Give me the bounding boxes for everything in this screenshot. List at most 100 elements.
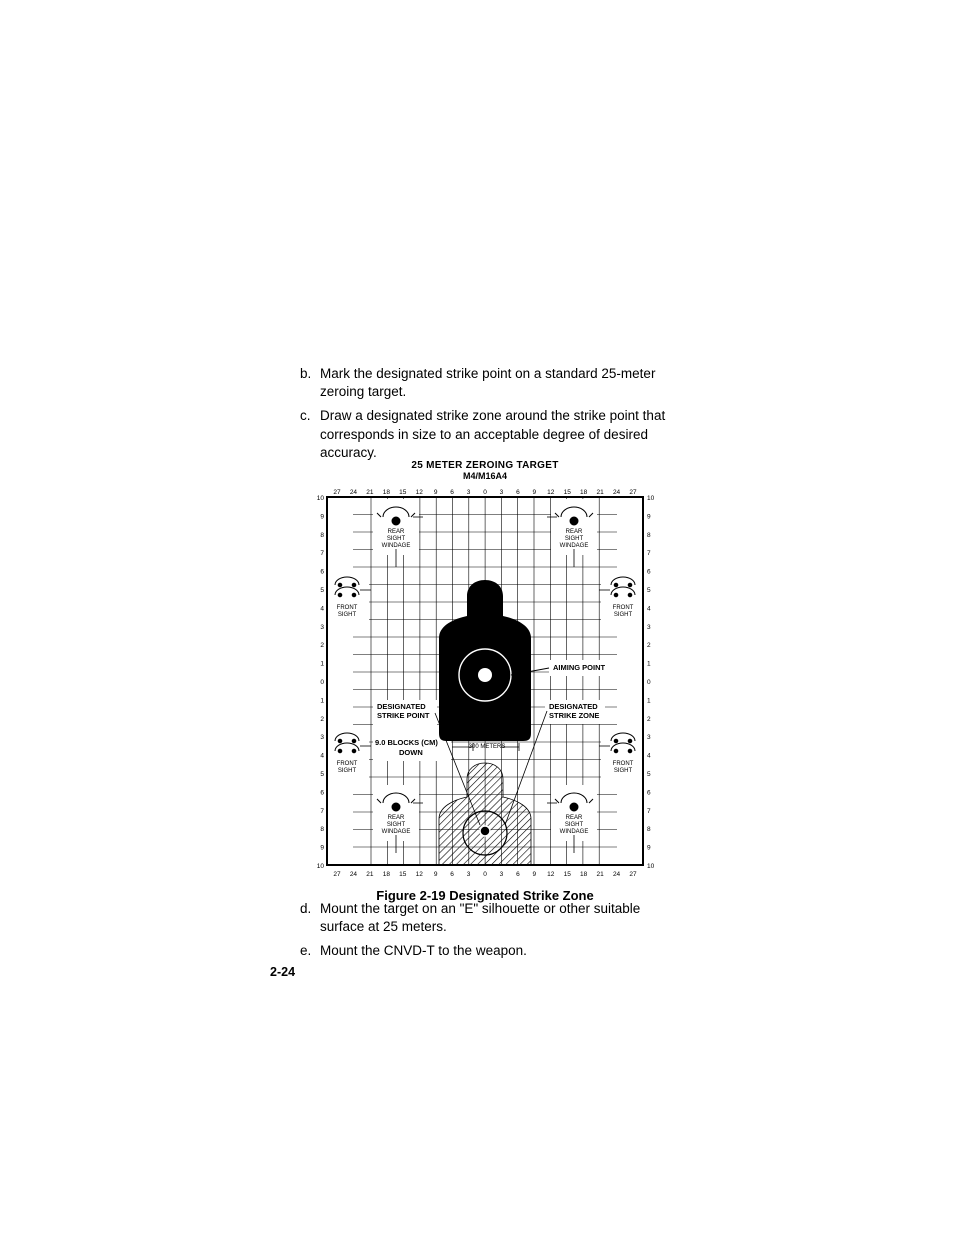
svg-text:6: 6 [320,789,324,796]
svg-text:10: 10 [647,495,655,502]
svg-text:7: 7 [320,550,324,557]
svg-text:2: 2 [647,716,651,723]
svg-text:15: 15 [564,489,572,496]
svg-text:SIGHT: SIGHT [338,768,357,774]
svg-text:DESIGNATED: DESIGNATED [549,702,598,711]
list-item-b: b. Mark the designated strike point on a… [300,365,670,401]
svg-text:3: 3 [467,489,471,496]
svg-text:STRIKE ZONE: STRIKE ZONE [549,711,599,720]
svg-text:1: 1 [320,697,324,704]
svg-text:18: 18 [580,871,588,878]
svg-text:15: 15 [399,489,407,496]
svg-text:24: 24 [350,871,358,878]
svg-text:SIGHT: SIGHT [338,612,357,618]
svg-text:12: 12 [416,871,424,878]
figure-title: 25 METER ZEROING TARGET [300,460,670,471]
svg-text:5: 5 [647,587,651,594]
svg-text:0: 0 [483,489,487,496]
svg-text:WINDAGE: WINDAGE [560,543,589,549]
svg-text:REAR: REAR [566,529,583,535]
svg-text:3: 3 [647,624,651,631]
svg-text:24: 24 [613,871,621,878]
svg-text:FRONT: FRONT [613,605,634,611]
svg-text:27: 27 [333,871,341,878]
svg-text:WINDAGE: WINDAGE [382,543,411,549]
svg-text:AIMING POINT: AIMING POINT [553,663,606,672]
svg-text:0: 0 [483,871,487,878]
svg-text:FRONT: FRONT [337,761,358,767]
svg-text:REAR: REAR [388,815,405,821]
svg-text:21: 21 [366,489,374,496]
svg-text:12: 12 [547,871,555,878]
svg-text:6: 6 [450,489,454,496]
svg-text:1: 1 [647,661,651,668]
svg-text:8: 8 [647,826,651,833]
svg-text:REAR: REAR [388,529,405,535]
svg-text:8: 8 [320,532,324,539]
svg-text:SIGHT: SIGHT [614,768,633,774]
svg-text:STRIKE POINT: STRIKE POINT [377,711,430,720]
svg-text:5: 5 [320,771,324,778]
svg-text:9: 9 [533,489,537,496]
svg-text:12: 12 [547,489,555,496]
svg-text:6: 6 [647,569,651,576]
lower-list: d. Mount the target on an "E" silhouette… [300,900,670,967]
svg-text:9: 9 [647,845,651,852]
svg-text:10: 10 [317,863,325,870]
upper-list: b. Mark the designated strike point on a… [300,365,670,468]
svg-text:300 METERS: 300 METERS [469,744,506,750]
svg-text:6: 6 [516,871,520,878]
list-text: Mount the CNVD-T to the weapon. [320,942,670,960]
svg-text:WINDAGE: WINDAGE [382,829,411,835]
list-letter: e. [300,942,320,960]
svg-text:DOWN: DOWN [399,748,423,757]
list-letter: c. [300,407,320,462]
svg-text:7: 7 [320,808,324,815]
svg-text:9: 9 [320,513,324,520]
svg-text:7: 7 [647,550,651,557]
svg-text:4: 4 [320,605,324,612]
svg-text:18: 18 [580,489,588,496]
svg-text:3: 3 [500,489,504,496]
svg-text:1: 1 [647,697,651,704]
svg-text:0: 0 [320,679,324,686]
svg-text:18: 18 [383,489,391,496]
svg-text:6: 6 [516,489,520,496]
svg-text:2: 2 [647,642,651,649]
svg-text:SIGHT: SIGHT [565,822,584,828]
svg-text:9: 9 [647,513,651,520]
svg-text:FRONT: FRONT [613,761,634,767]
svg-text:6: 6 [647,789,651,796]
page-number: 2-24 [270,965,295,979]
svg-text:9: 9 [434,489,438,496]
list-text: Mark the designated strike point on a st… [320,365,670,401]
svg-text:10: 10 [317,495,325,502]
svg-text:21: 21 [596,871,604,878]
svg-text:27: 27 [629,489,637,496]
svg-text:4: 4 [647,605,651,612]
zeroing-target-diagram: 2724211815129630369121518212427 27242118… [305,485,665,880]
list-letter: b. [300,365,320,401]
svg-text:27: 27 [333,489,341,496]
svg-text:2: 2 [320,642,324,649]
svg-text:10: 10 [647,863,655,870]
svg-text:15: 15 [399,871,407,878]
svg-text:3: 3 [467,871,471,878]
svg-text:24: 24 [350,489,358,496]
svg-text:1: 1 [320,661,324,668]
svg-text:5: 5 [320,587,324,594]
svg-text:8: 8 [320,826,324,833]
figure-subtitle: M4/M16A4 [300,471,670,481]
svg-text:3: 3 [647,734,651,741]
svg-text:SIGHT: SIGHT [387,822,406,828]
svg-text:9: 9 [320,845,324,852]
svg-text:6: 6 [450,871,454,878]
svg-text:21: 21 [366,871,374,878]
figure-container: 25 METER ZEROING TARGET M4/M16A4 2724211… [300,460,670,903]
svg-text:SIGHT: SIGHT [614,612,633,618]
svg-text:SIGHT: SIGHT [387,536,406,542]
svg-text:4: 4 [320,753,324,760]
svg-text:REAR: REAR [566,815,583,821]
list-item-d: d. Mount the target on an "E" silhouette… [300,900,670,936]
svg-text:27: 27 [629,871,637,878]
